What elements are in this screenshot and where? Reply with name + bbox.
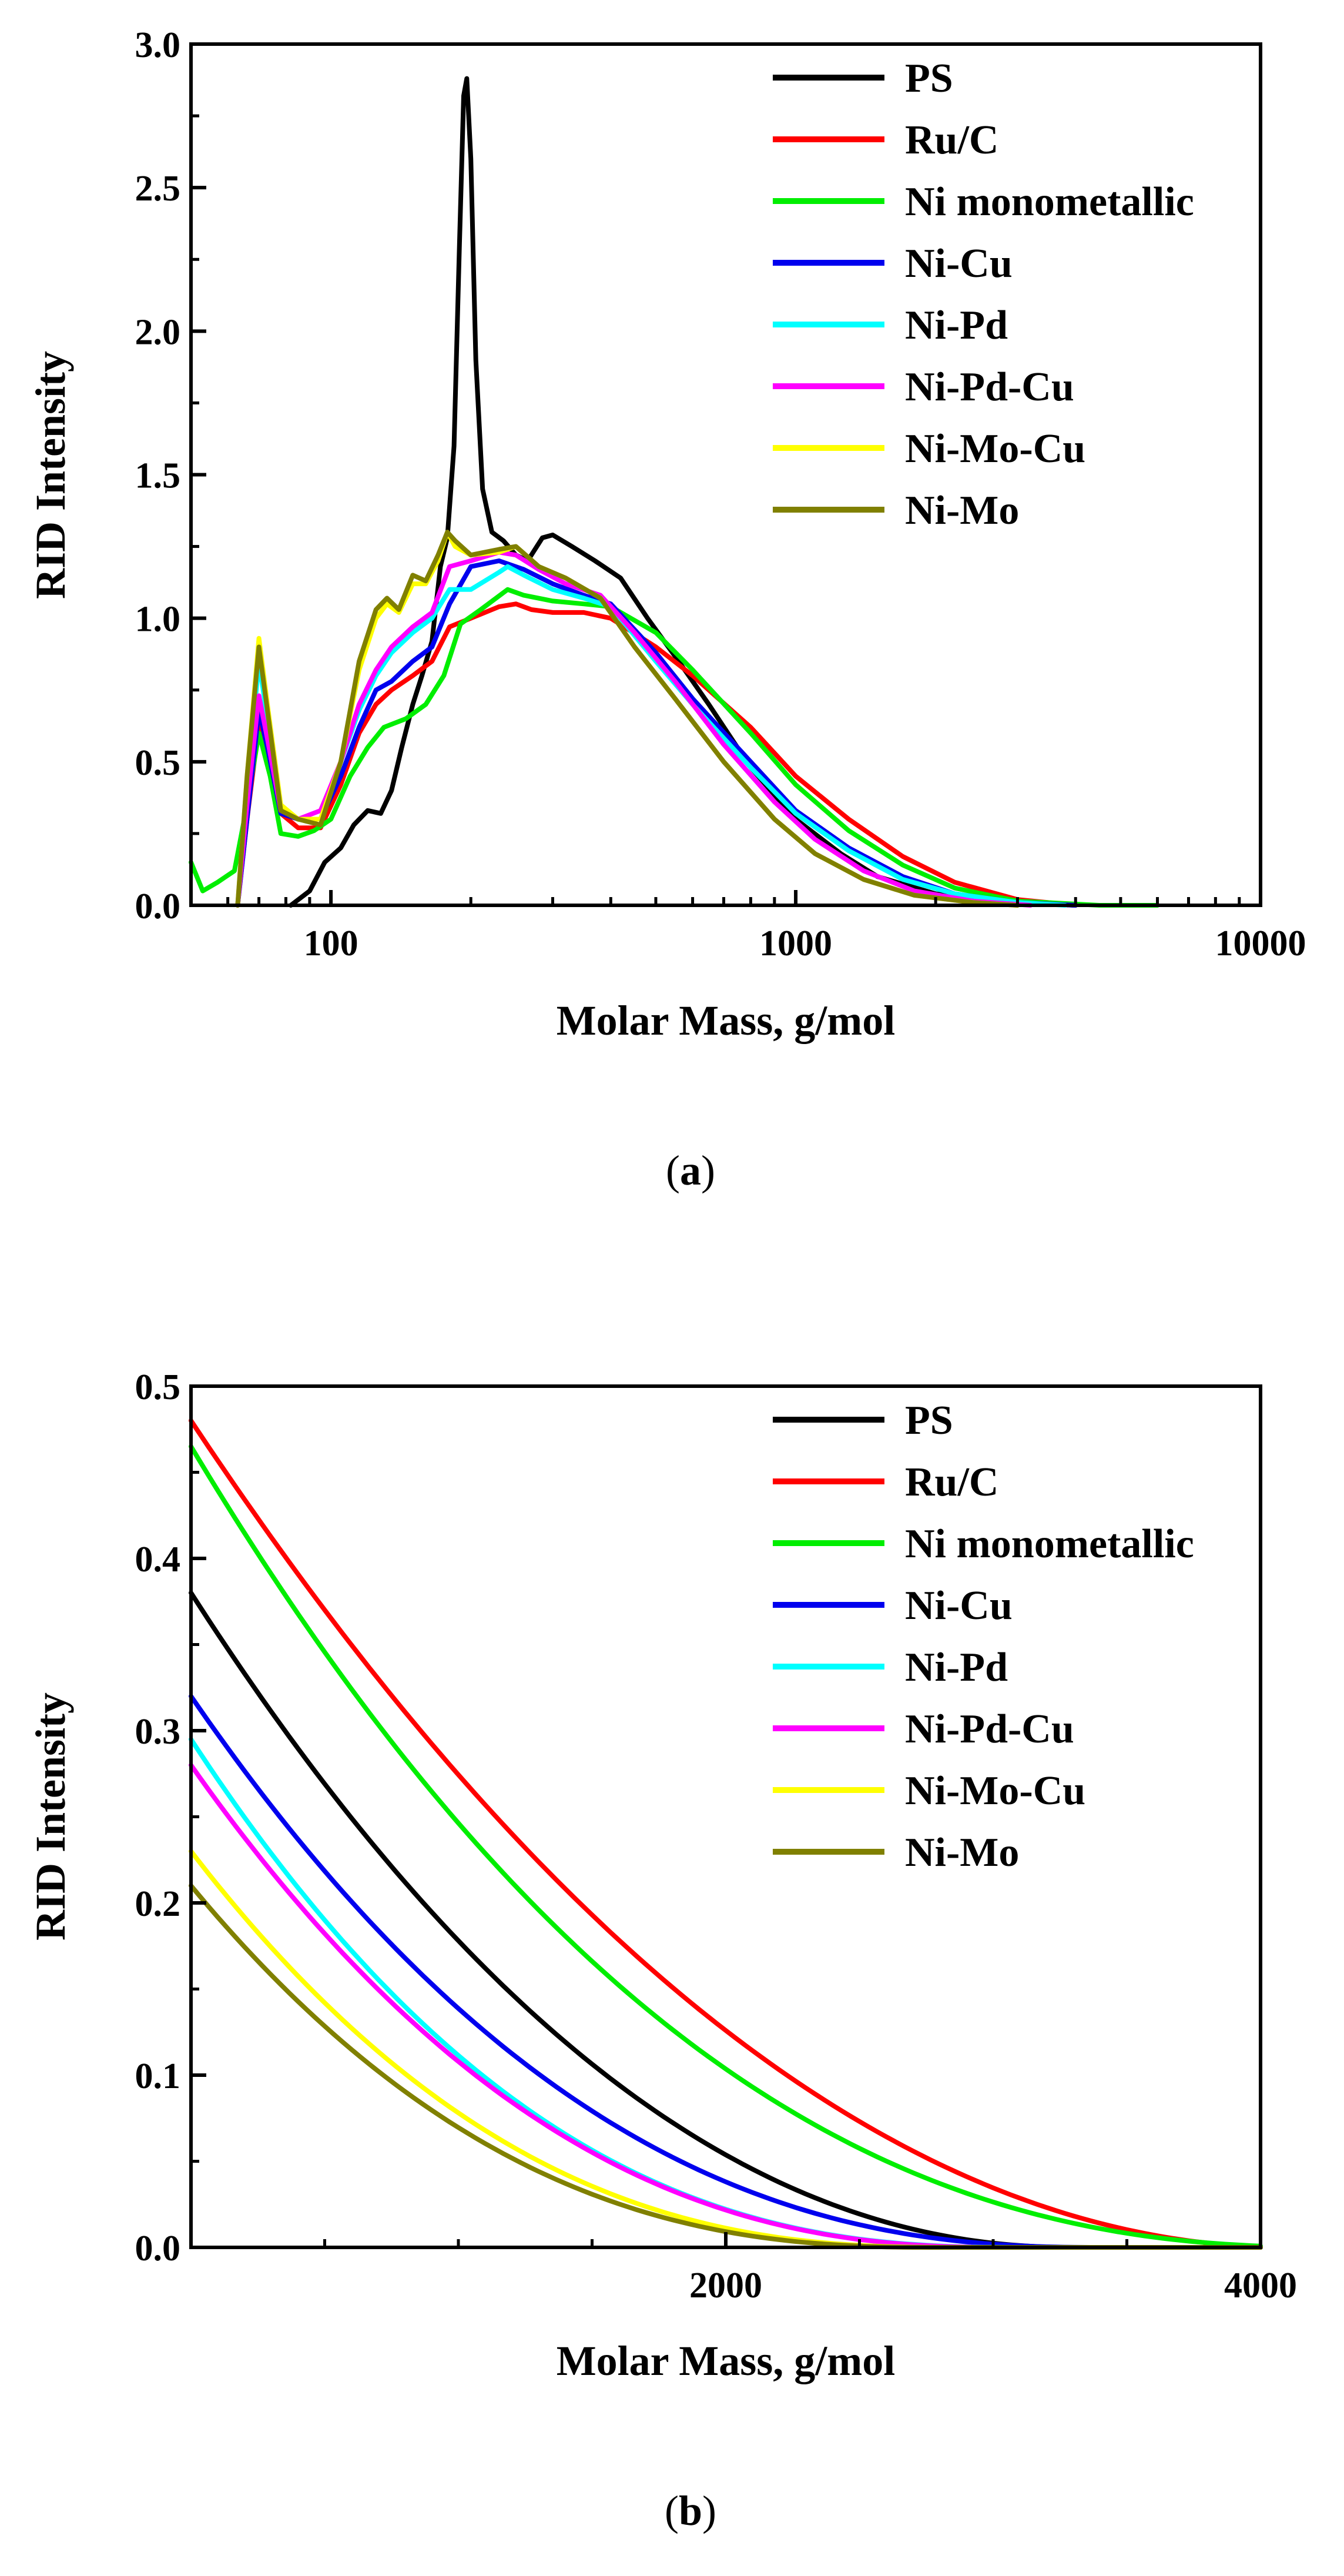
panel-b-x-axis-title: Molar Mass, g/mol xyxy=(557,2337,896,2384)
panel-b-y-tick-label: 0.4 xyxy=(135,1540,181,1580)
panel-a-y-axis-title: RID Intensity xyxy=(27,351,74,599)
panel-a-y-tick-label: 2.0 xyxy=(135,312,181,352)
panel-b-y-tick-label: 0.1 xyxy=(135,2056,181,2096)
panel-a-legend: PS Ru/C Ni monometallic Ni-Cu Ni-Pd Ni-Pd-Cu N… xyxy=(773,56,1194,533)
panel-b-series-ni-cu xyxy=(189,1694,1263,2250)
panel-b-series-ni-pd-cu xyxy=(189,1762,1263,2250)
panel-a-y-tick-label: 0.0 xyxy=(135,886,181,926)
panel-b-ticks: 0.0 0.1 0.2 0.3 0.4 0.5 2000 4000 xyxy=(135,1367,1298,2306)
panel-b-legend-label-ni-mo-cu: Ni-Mo-Cu xyxy=(905,1768,1085,1814)
panel-a-series-ni-mo xyxy=(235,530,1020,908)
panel-b-y-tick-label: 0.0 xyxy=(135,2229,181,2269)
panel-a-legend-label-ps: PS xyxy=(905,56,953,101)
panel-b-legend: PS Ru/C Ni monometallic Ni-Cu Ni-Pd Ni-Pd-Cu N… xyxy=(773,1398,1194,1875)
panel-a-legend-label-ni-pd: Ni-Pd xyxy=(905,303,1008,348)
panel-a-legend-label-ni-mo: Ni-Mo xyxy=(905,488,1019,533)
panel-a-x-axis-title: Molar Mass, g/mol xyxy=(557,997,896,1044)
panel-b-legend-label-ni-pd-cu: Ni-Pd-Cu xyxy=(905,1707,1074,1752)
panel-a-y-tick-label: 2.5 xyxy=(135,169,181,209)
panel-a-y-tick-label: 1.5 xyxy=(135,456,181,496)
panel-a-x-tick-label: 10000 xyxy=(1215,924,1306,964)
panel-a-legend-label-ni-monometallic: Ni monometallic xyxy=(905,179,1194,225)
panel-a-legend-label-ni-cu: Ni-Cu xyxy=(905,241,1013,286)
panel-b: 0.0 0.1 0.2 0.3 0.4 0.5 2000 4000 PS Ru/C Ni mono… xyxy=(27,1367,1297,2534)
panel-a-caption: (a) xyxy=(666,1147,715,1194)
panel-b-y-tick-label: 0.2 xyxy=(135,1884,181,1924)
panel-a-x-tick-label: 100 xyxy=(304,924,358,964)
panel-b-legend-label-ru-c: Ru/C xyxy=(905,1460,998,1505)
panel-a-y-tick-label: 0.5 xyxy=(135,743,181,783)
panel-a-series-ni-pd xyxy=(235,564,1068,908)
panel-a-y-tick-label: 1.0 xyxy=(135,600,181,640)
panel-b-legend-label-ni-mo: Ni-Mo xyxy=(905,1830,1019,1875)
panel-b-legend-label-ni-cu: Ni-Cu xyxy=(905,1583,1013,1628)
panel-b-y-axis-title: RID Intensity xyxy=(27,1692,74,1941)
panel-b-y-tick-label: 0.5 xyxy=(135,1367,181,1407)
panel-a-ticks: 0.0 0.5 1.0 1.5 2.0 2.5 3.0 100 1000 10000 xyxy=(135,25,1306,964)
panel-b-series-ru-c xyxy=(189,1418,1263,2250)
panel-b-y-tick-label: 0.3 xyxy=(135,1712,181,1752)
panel-a-series-ru-c xyxy=(235,601,1078,908)
panel-a-y-tick-label: 3.0 xyxy=(135,25,181,65)
panel-b-legend-label-ni-pd: Ni-Pd xyxy=(905,1645,1008,1690)
panel-b-x-tick-label: 2000 xyxy=(689,2266,762,2306)
panel-a-legend-label-ni-mo-cu: Ni-Mo-Cu xyxy=(905,426,1085,471)
panel-b-x-tick-label: 4000 xyxy=(1224,2266,1297,2306)
panel-a-legend-label-ni-pd-cu: Ni-Pd-Cu xyxy=(905,364,1074,410)
panel-a-series-ni-cu xyxy=(235,558,1078,908)
panel-b-legend-label-ni-monometallic: Ni monometallic xyxy=(905,1521,1194,1567)
panel-b-series-ni-monometallic xyxy=(189,1444,1263,2249)
panel-a-x-tick-label: 1000 xyxy=(759,924,832,964)
panel-b-legend-label-ps: PS xyxy=(905,1398,953,1443)
panel-a-curves xyxy=(189,76,1160,908)
panel-a-series-ni-monometallic xyxy=(189,587,1160,908)
panel-a-legend-label-ru-c: Ru/C xyxy=(905,118,998,163)
panel-b-caption: (b) xyxy=(665,2487,716,2534)
panel-a: 0.0 0.5 1.0 1.5 2.0 2.5 3.0 100 1000 10000 PS Ru/C… xyxy=(27,25,1306,1194)
